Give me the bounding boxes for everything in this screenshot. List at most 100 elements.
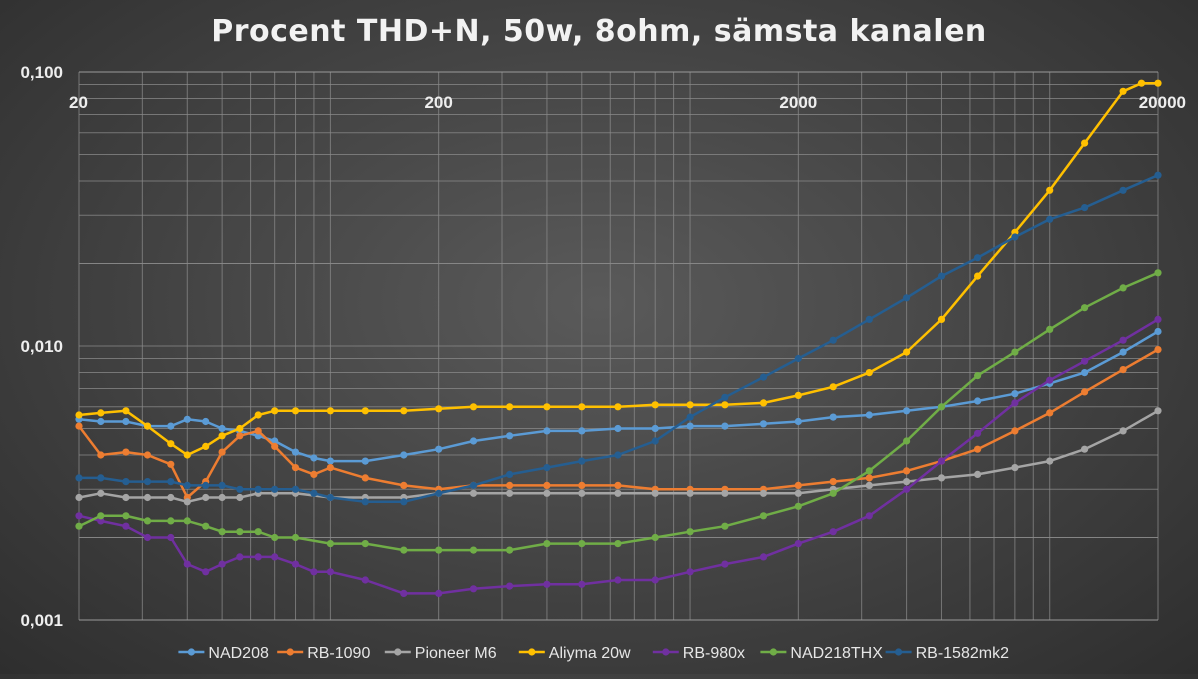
x-tick-label: 2000 <box>779 93 817 112</box>
data-point-nad208 <box>686 422 694 430</box>
data-point-rb-1582mk2 <box>614 451 622 459</box>
data-point-rb-980x <box>143 533 152 542</box>
y-tick-label: 0,010 <box>20 337 63 356</box>
data-point-nad218thx <box>865 467 873 475</box>
data-point-rb-1582mk2 <box>75 474 83 482</box>
data-point-nad208 <box>543 427 551 435</box>
data-point-rb-1582mk2 <box>721 393 729 401</box>
data-point-nad208 <box>614 424 622 433</box>
data-point-nad218thx <box>651 533 659 542</box>
data-point-pioneer-m6 <box>122 493 130 502</box>
data-point-aliyma-20w <box>974 272 982 280</box>
legend-label: RB-1090 <box>307 645 370 662</box>
data-point-rb-1582mk2 <box>651 437 659 445</box>
data-point-rb-1090 <box>236 432 244 440</box>
data-point-aliyma-20w <box>829 383 837 391</box>
data-point-rb-1582mk2 <box>974 254 982 262</box>
y-tick-label: 0,100 <box>20 63 63 82</box>
data-point-aliyma-20w <box>254 411 262 419</box>
legend-item-pioneer-m6: Pioneer M6 <box>384 645 497 662</box>
data-point-rb-980x <box>1011 399 1019 407</box>
data-point-pioneer-m6 <box>651 489 659 497</box>
data-point-nad208 <box>122 417 130 426</box>
data-point-nad208 <box>202 417 210 426</box>
data-point-pioneer-m6 <box>1081 445 1089 453</box>
data-point-nad208 <box>310 454 318 462</box>
data-point-rb-980x <box>721 560 729 568</box>
data-point-rb-1090 <box>1011 427 1019 435</box>
series-pioneer-m6 <box>75 407 1162 506</box>
data-point-rb-980x <box>829 528 837 536</box>
data-point-nad208 <box>506 432 514 440</box>
data-point-rb-1582mk2 <box>578 457 586 465</box>
data-point-rb-1090 <box>361 474 369 482</box>
data-point-nad218thx <box>202 522 210 530</box>
data-point-nad218thx <box>469 546 478 554</box>
data-point-rb-1582mk2 <box>271 485 279 493</box>
data-point-rb-980x <box>291 560 300 568</box>
data-point-aliyma-20w <box>937 315 946 323</box>
series-line-nad208 <box>78 330 1159 463</box>
data-point-rb-980x <box>75 512 83 520</box>
data-point-rb-1582mk2 <box>218 481 226 489</box>
legend-item-rb-1582mk2: RB-1582mk2 <box>885 645 1009 662</box>
chart-title: Procent THD+N, 50w, 8ohm, sämsta kanalen <box>211 14 987 49</box>
data-point-rb-980x <box>974 429 982 437</box>
data-point-rb-1090 <box>122 448 130 456</box>
data-point-rb-980x <box>183 560 191 568</box>
data-point-nad208 <box>794 417 802 426</box>
data-point-nad218thx <box>829 489 837 497</box>
data-point-rb-1582mk2 <box>254 485 262 493</box>
data-point-aliyma-20w <box>1154 79 1162 87</box>
data-point-pioneer-m6 <box>686 489 694 497</box>
axis-labels: 0,100 0,010 0,001 20 200 2000 20000 <box>20 63 1186 630</box>
series-line-aliyma-20w <box>78 81 1158 457</box>
data-point-rb-1090 <box>291 464 300 472</box>
data-point-aliyma-20w <box>794 391 802 399</box>
data-point-rb-1582mk2 <box>1154 171 1162 179</box>
data-point-rb-980x <box>937 457 946 465</box>
data-point-nad218thx <box>937 403 946 411</box>
data-point-nad218thx <box>361 540 369 548</box>
data-point-rb-1582mk2 <box>1119 186 1127 194</box>
data-point-rb-1582mk2 <box>143 478 152 486</box>
data-point-rb-980x <box>469 585 478 593</box>
data-point-rb-980x <box>310 568 318 576</box>
data-point-rb-980x <box>236 553 244 561</box>
data-point-rb-1582mk2 <box>469 481 478 489</box>
data-point-nad208 <box>829 413 837 421</box>
data-point-rb-1582mk2 <box>865 315 873 323</box>
data-point-rb-1582mk2 <box>686 413 694 421</box>
data-point-nad208 <box>1119 348 1127 356</box>
data-point-nad208 <box>651 424 659 433</box>
series-rb-1582mk2 <box>75 171 1162 506</box>
data-point-aliyma-20w <box>167 440 175 448</box>
data-point-rb-1582mk2 <box>1011 233 1019 241</box>
data-point-rb-1582mk2 <box>435 489 443 497</box>
legend: NAD208 RB-1090 Pioneer M6 Aliyma 20w RB-980x… <box>178 645 1009 662</box>
data-point-aliyma-20w <box>578 403 586 411</box>
data-point-rb-1090 <box>167 460 175 468</box>
series-nad208 <box>75 327 1162 465</box>
data-point-rb-1090 <box>506 481 514 489</box>
data-point-aliyma-20w <box>183 451 191 459</box>
data-point-aliyma-20w <box>435 405 443 413</box>
data-point-rb-980x <box>543 580 551 588</box>
data-point-rb-1090 <box>254 427 262 435</box>
y-tick-label: 0,001 <box>20 611 63 630</box>
x-tick-label: 20000 <box>1139 93 1186 112</box>
data-point-aliyma-20w <box>122 407 130 415</box>
data-point-rb-1582mk2 <box>326 493 334 502</box>
data-point-pioneer-m6 <box>143 493 152 502</box>
data-point-rb-1582mk2 <box>236 485 244 493</box>
legend-item-nad208: NAD208 <box>178 645 269 662</box>
data-point-rb-1090 <box>1081 388 1089 396</box>
data-point-aliyma-20w <box>614 403 622 411</box>
data-point-nad218thx <box>686 528 694 536</box>
data-point-rb-1090 <box>1119 366 1127 374</box>
data-point-rb-1090 <box>794 481 802 489</box>
data-point-aliyma-20w <box>271 407 279 415</box>
data-point-nad218thx <box>1081 304 1089 312</box>
data-point-nad208 <box>1081 369 1089 377</box>
